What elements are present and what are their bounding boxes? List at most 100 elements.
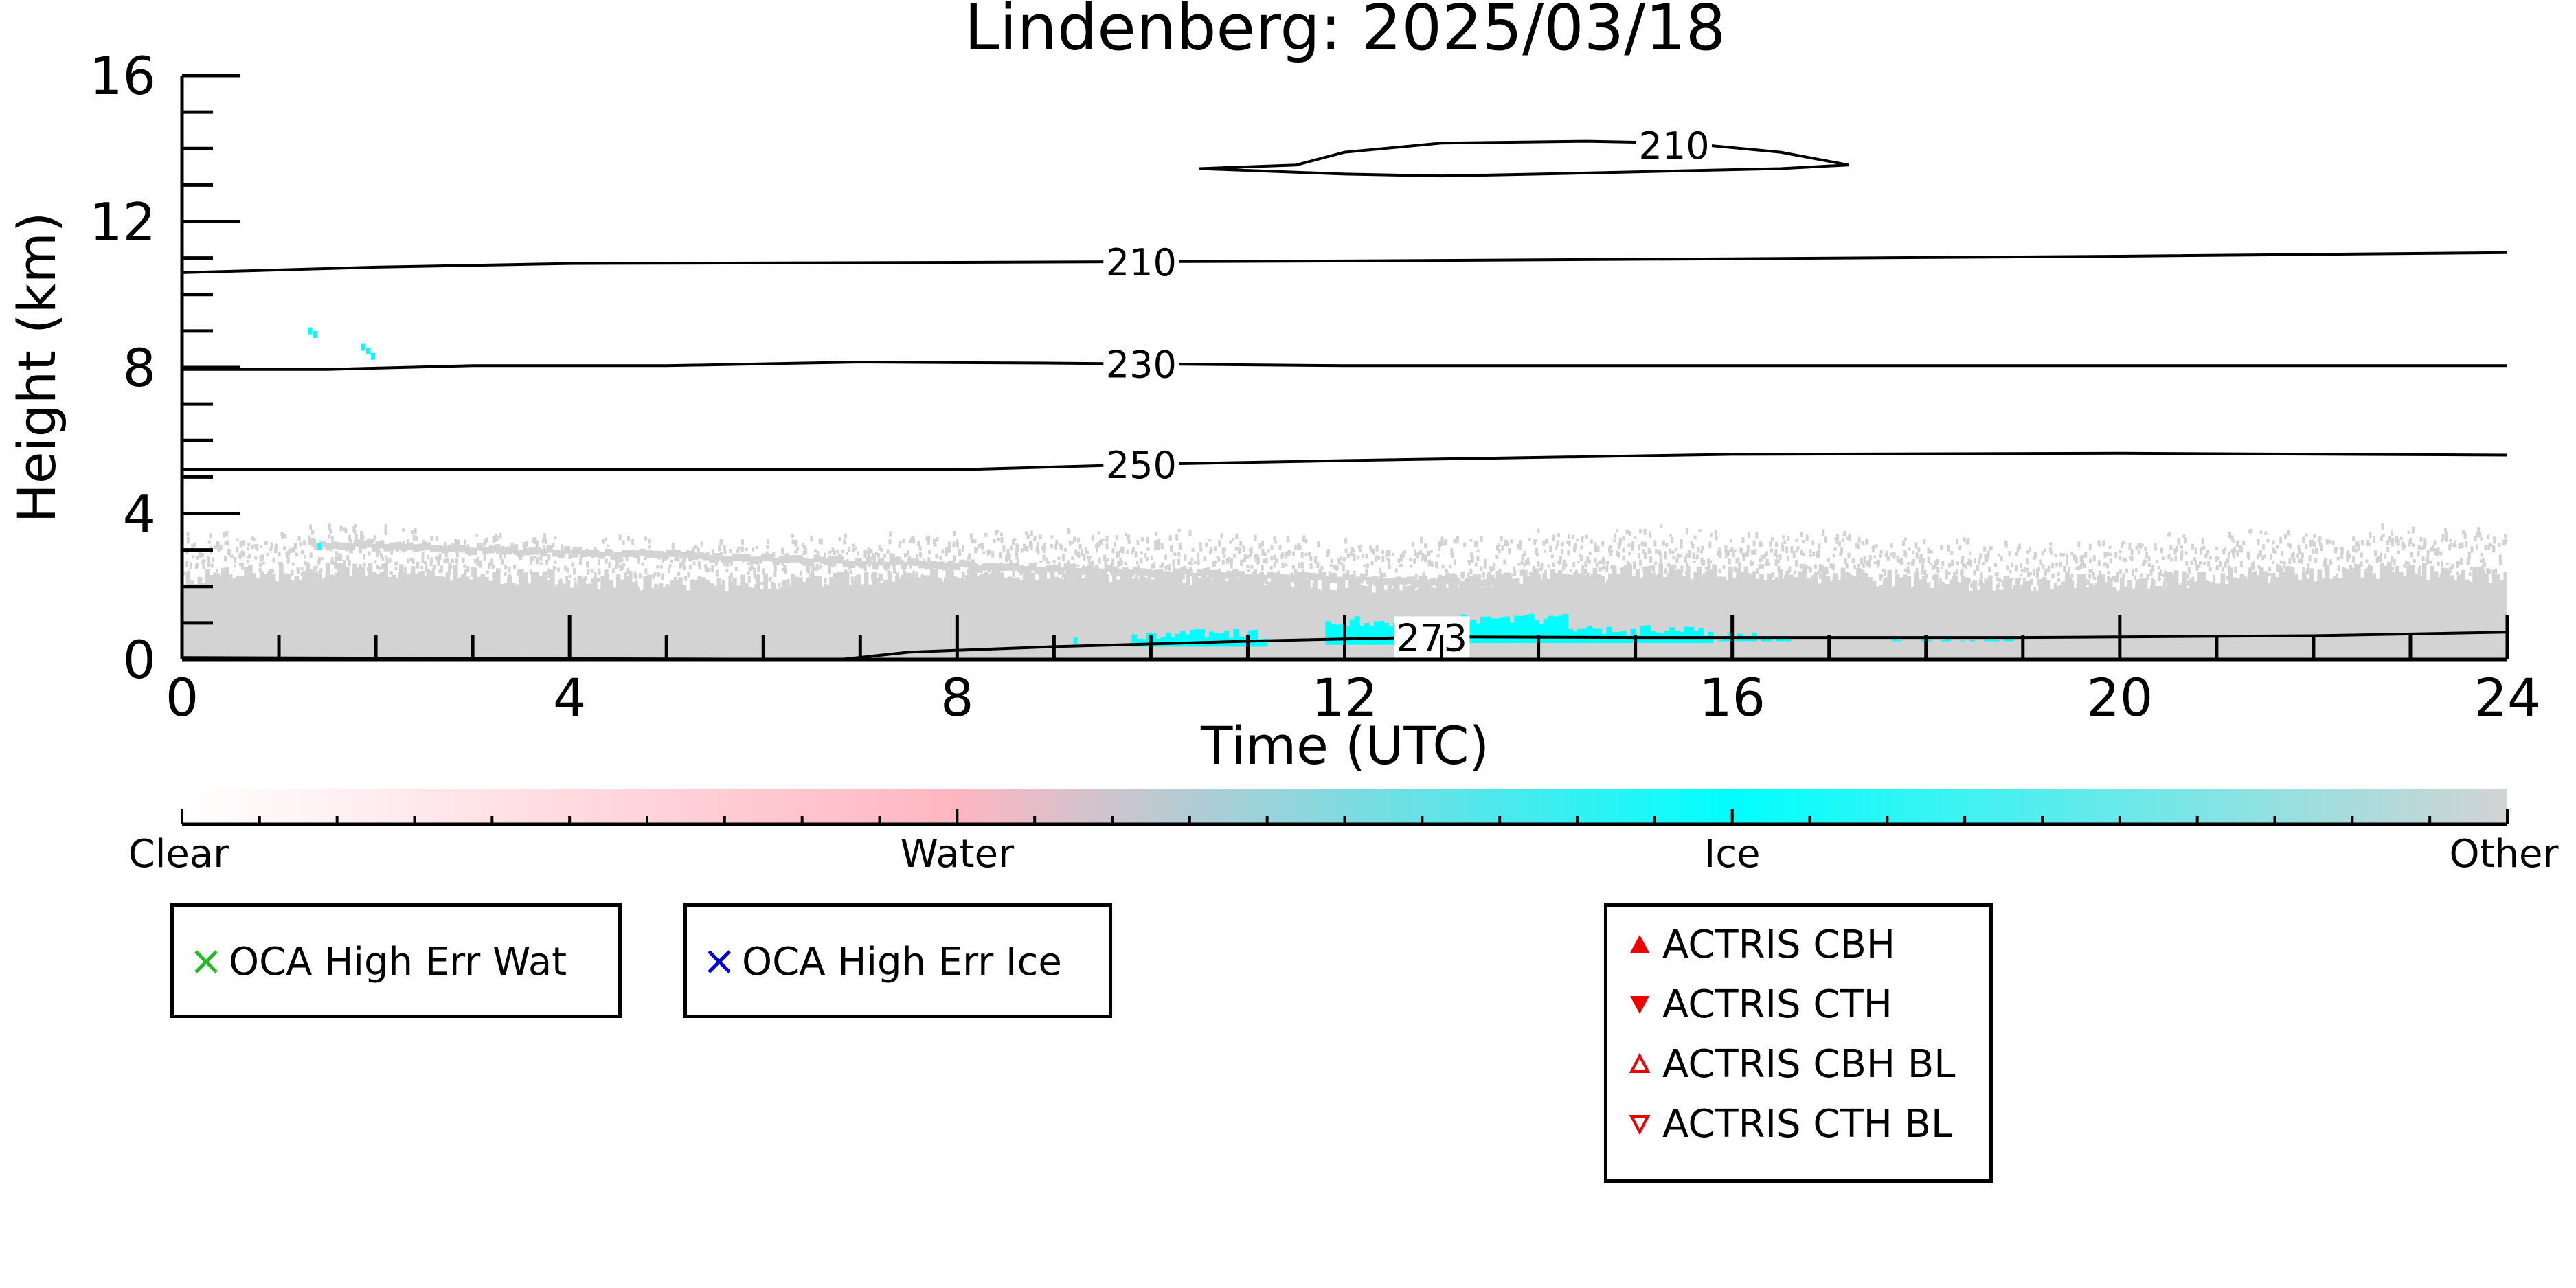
other-speckle	[1067, 530, 1071, 534]
other-column	[1771, 579, 1776, 659]
other-column	[1011, 578, 1016, 659]
other-speckle	[635, 580, 638, 587]
other-speckle	[411, 558, 415, 564]
other-speckle	[2419, 536, 2423, 542]
other-speckle	[1778, 554, 1782, 560]
other-column	[1538, 583, 1544, 659]
other-speckle	[2502, 539, 2505, 545]
other-column	[716, 578, 722, 659]
other-speckle	[1521, 554, 1524, 561]
other-speckle	[384, 528, 387, 536]
other-speckle	[648, 539, 651, 544]
other-speckle	[1388, 564, 1391, 569]
other-column	[1814, 572, 1818, 659]
other-layer	[1285, 574, 1291, 583]
other-layer	[959, 559, 966, 567]
other-speckle	[1898, 558, 1901, 564]
other-speckle	[1671, 536, 1674, 543]
other-speckle	[492, 536, 495, 543]
other-speckle	[1082, 565, 1085, 568]
other-speckle	[354, 524, 357, 528]
other-speckle	[1901, 540, 1905, 546]
other-speckle	[1469, 568, 1473, 575]
other-speckle	[2334, 547, 2338, 551]
other-speckle	[1966, 561, 1969, 565]
other-speckle	[2103, 551, 2107, 558]
other-column	[813, 576, 819, 659]
other-speckle	[2167, 533, 2170, 536]
other-speckle	[2020, 563, 2023, 568]
other-column	[1918, 579, 1923, 659]
other-speckle	[2145, 552, 2149, 559]
other-speckle	[389, 571, 393, 574]
other-speckle	[711, 565, 714, 572]
other-layer	[1046, 565, 1053, 573]
other-speckle	[2114, 552, 2118, 558]
other-speckle	[622, 540, 625, 545]
other-speckle	[1601, 566, 1605, 570]
other-speckle	[1380, 572, 1383, 578]
other-layer	[726, 555, 734, 563]
other-speckle	[1214, 546, 1217, 552]
other-speckle	[403, 566, 407, 572]
other-speckle	[2296, 554, 2300, 559]
colorbar-label-clear: Clear	[128, 832, 229, 877]
other-speckle	[2434, 548, 2437, 556]
other-speckle	[491, 564, 495, 569]
other-speckle	[1586, 572, 1590, 576]
other-speckle	[1758, 563, 1761, 570]
other-speckle	[283, 546, 286, 550]
other-column	[527, 583, 532, 659]
other-speckle	[781, 547, 784, 555]
other-speckle	[1490, 566, 1493, 572]
other-column	[1023, 569, 1028, 659]
other-speckle	[1438, 541, 1442, 547]
other-speckle	[1934, 560, 1937, 564]
other-layer	[377, 541, 385, 549]
x-tick-label: 16	[1699, 667, 1765, 728]
other-speckle	[2195, 566, 2199, 571]
other-speckle	[476, 563, 479, 567]
ice-column	[1514, 615, 1520, 644]
other-speckle	[1449, 565, 1452, 569]
other-column	[197, 579, 203, 659]
other-column	[2034, 591, 2040, 659]
other-column	[1306, 580, 1311, 659]
other-column	[240, 576, 245, 659]
other-speckle	[1294, 545, 1298, 550]
other-speckle	[1169, 545, 1173, 552]
other-column	[1523, 569, 1528, 659]
other-column	[438, 576, 442, 659]
other-column	[387, 576, 392, 659]
other-column	[1228, 574, 1233, 659]
other-speckle	[1822, 528, 1825, 536]
other-speckle	[1461, 572, 1465, 579]
other-speckle	[2281, 550, 2284, 556]
other-speckle	[455, 558, 459, 565]
other-speckle	[1692, 552, 1695, 560]
contour-line-0	[181, 251, 2508, 274]
other-speckle	[302, 539, 306, 546]
other-speckle	[906, 550, 909, 556]
other-layer	[1645, 587, 1652, 594]
contour-label-4: 210	[1639, 124, 1710, 168]
other-speckle	[1722, 565, 1726, 569]
other-speckle	[2041, 550, 2044, 556]
other-column	[573, 588, 578, 659]
other-speckle	[2063, 565, 2066, 573]
other-speckle	[1960, 570, 1963, 576]
other-speckle	[201, 552, 204, 557]
other-speckle	[1382, 572, 1386, 578]
other-speckle	[339, 525, 343, 532]
other-speckle	[810, 536, 813, 542]
other-speckle	[795, 576, 798, 582]
other-speckle	[850, 576, 854, 584]
other-speckle	[1399, 564, 1402, 567]
other-speckle	[2119, 556, 2122, 561]
other-speckle	[971, 539, 974, 543]
other-layer	[842, 560, 850, 568]
other-column	[1217, 569, 1221, 659]
other-speckle	[349, 539, 352, 545]
other-speckle	[1401, 563, 1404, 567]
other-speckle	[1476, 549, 1480, 552]
